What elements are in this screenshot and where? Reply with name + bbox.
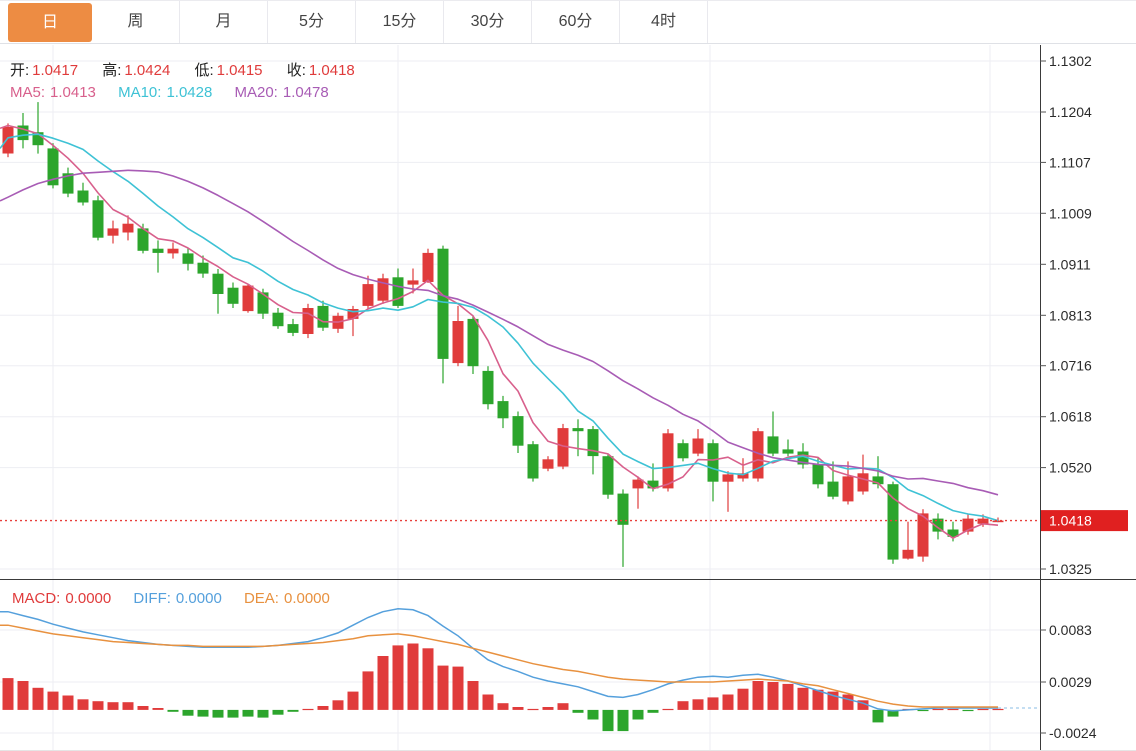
svg-text:1.1107: 1.1107	[1049, 154, 1091, 170]
ma20-line	[0, 169, 999, 496]
ma5-readout: MA5: 1.0413	[10, 84, 96, 101]
svg-text:1.1009: 1.1009	[1049, 205, 1092, 221]
ohlc-readout: 开: 1.0417 高: 1.0424 低: 1.0415 收: 1.0418	[10, 59, 375, 80]
dea-value-readout: DEA: 0.0000	[243, 590, 330, 607]
timeframe-tabbar: 日 周 月 5分 15分 30分 60分 4时	[0, 0, 1136, 44]
tab-60min[interactable]: 60分	[532, 1, 620, 43]
gridlines	[0, 45, 1040, 750]
open-value: 1.0417	[32, 62, 79, 79]
macd-value-readout: MACD: 0.0000	[12, 590, 112, 607]
svg-text:0.0083: 0.0083	[1049, 622, 1092, 638]
close-value: 1.0418	[308, 62, 355, 79]
svg-text:1.0618: 1.0618	[1049, 409, 1092, 425]
current-price-badge-text: 1.0418	[1049, 513, 1092, 529]
tab-30min[interactable]: 30分	[444, 1, 532, 43]
candlestick-series	[2, 102, 1004, 567]
ma5-line	[0, 124, 999, 540]
svg-text:1.0911: 1.0911	[1049, 256, 1091, 272]
ma-readout: MA5: 1.0413 MA10: 1.0428 MA20: 1.0478	[10, 84, 347, 101]
diff-value-readout: DIFF: 0.0000	[133, 590, 222, 607]
ma20-readout: MA20: 1.0478	[234, 84, 329, 101]
low-value: 1.0415	[216, 62, 263, 79]
high-value: 1.0424	[124, 62, 171, 79]
tab-4hour[interactable]: 4时	[620, 1, 708, 43]
svg-text:1.0716: 1.0716	[1049, 358, 1092, 374]
open-label: 开:	[10, 62, 30, 79]
macd-readout: MACD: 0.0000 DIFF: 0.0000 DEA: 0.0000	[12, 590, 348, 607]
tabbar-spacer	[708, 1, 1136, 43]
high-label: 高:	[102, 62, 122, 79]
svg-text:1.0813: 1.0813	[1049, 307, 1092, 323]
axis-tick-labels: 1.1302 1.1204 1.1107 1.1009 1.0911 1.0813 1.07…	[1040, 53, 1097, 741]
current-price-badge	[1041, 510, 1128, 532]
svg-text:-0.0024: -0.0024	[1049, 725, 1097, 741]
tab-week[interactable]: 周	[92, 1, 180, 43]
macd-histogram	[2, 643, 1004, 732]
svg-text:1.0325: 1.0325	[1049, 561, 1092, 577]
svg-text:0.0029: 0.0029	[1049, 674, 1092, 690]
low-label: 低:	[194, 62, 214, 79]
tab-day[interactable]: 日	[8, 3, 92, 42]
dea-line	[0, 624, 998, 708]
svg-text:1.1204: 1.1204	[1049, 104, 1092, 120]
tab-15min[interactable]: 15分	[356, 1, 444, 43]
close-label: 收:	[286, 62, 306, 79]
svg-text:1.0520: 1.0520	[1049, 460, 1092, 476]
tab-5min[interactable]: 5分	[268, 1, 356, 43]
ma10-readout: MA10: 1.0428	[118, 84, 213, 101]
svg-text:1.1302: 1.1302	[1049, 53, 1092, 69]
tab-month[interactable]: 月	[180, 1, 268, 43]
